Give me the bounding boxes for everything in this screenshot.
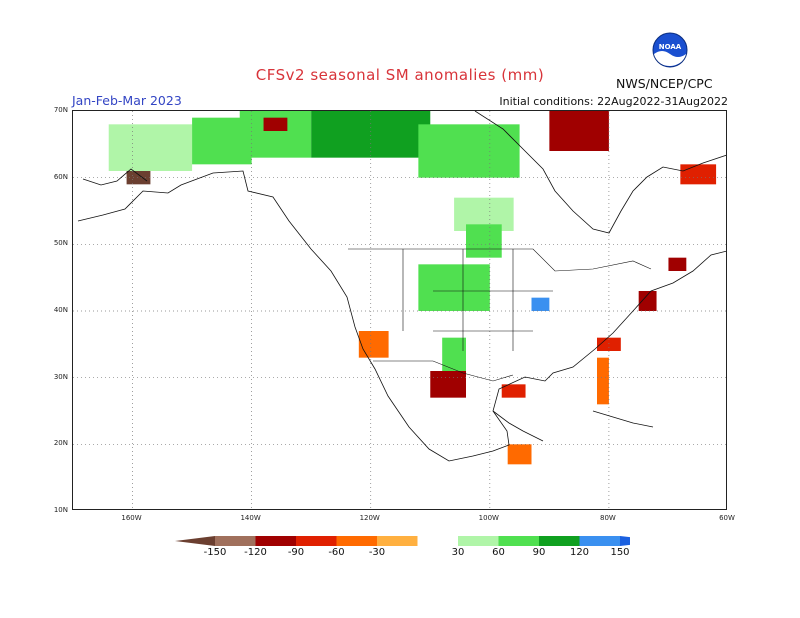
- anomaly-cell: [418, 124, 520, 178]
- latitude-label: 40N: [53, 306, 68, 314]
- map-title: CFSv2 seasonal SM anomalies (mm): [255, 66, 545, 84]
- colorbar-swatch: [377, 536, 418, 546]
- colorbar-swatch: [417, 536, 458, 546]
- coastlines: [77, 111, 726, 462]
- colorbar: [175, 536, 630, 546]
- colorbar-swatch: [296, 536, 337, 546]
- noaa-logo: NOAA: [652, 32, 688, 68]
- anomaly-cell: [668, 257, 687, 271]
- colorbar-swatch: [255, 536, 296, 546]
- longitude-label: 160W: [121, 514, 142, 522]
- anomaly-cell: [638, 291, 657, 311]
- anomaly-cell: [358, 331, 389, 358]
- colorbar-label: 150: [610, 547, 630, 558]
- colorbar-swatch: [458, 536, 499, 546]
- longitude-label: 60W: [719, 514, 735, 522]
- anomaly-cell: [597, 337, 621, 351]
- colorbar-label: 120: [569, 547, 590, 558]
- anomaly-cells: [108, 111, 717, 465]
- season-label: Jan-Feb-Mar 2023: [72, 93, 182, 108]
- colorbar-label: -60: [328, 547, 345, 558]
- anomaly-cell: [263, 117, 288, 131]
- anomaly-cell: [418, 264, 490, 311]
- colorbar-label: 90: [532, 547, 546, 558]
- latitude-label: 20N: [53, 439, 68, 448]
- logo-text: NOAA: [659, 43, 682, 51]
- colorbar-label: 60: [492, 547, 505, 558]
- anomaly-cell: [597, 357, 609, 405]
- latitude-label: 30N: [53, 372, 68, 381]
- longitude-label: 100W: [478, 514, 499, 522]
- longitude-label: 140W: [240, 514, 261, 522]
- colorbar-label: 30: [451, 547, 465, 558]
- longitude-label: 120W: [359, 514, 380, 522]
- colorbar-swatch: [215, 536, 256, 546]
- anomaly-cell: [680, 164, 717, 185]
- colorbar-high-arrow: [620, 536, 630, 546]
- longitude-label: 80W: [599, 514, 616, 522]
- anomaly-cell: [311, 111, 431, 158]
- latitude-label: 50N: [53, 239, 68, 248]
- anomaly-cell: [531, 297, 550, 311]
- colorbar-swatch: [498, 536, 539, 546]
- colorbar-swatch: [539, 536, 580, 546]
- anomaly-cell: [430, 371, 466, 398]
- anomaly-cell: [126, 171, 151, 185]
- anomaly-cell: [507, 444, 532, 465]
- anomaly-cell: [549, 111, 609, 151]
- latitude-label: 10N: [53, 506, 68, 514]
- colorbar-label: -30: [368, 547, 386, 558]
- anomaly-cell: [501, 384, 526, 398]
- anomaly-cell: [108, 124, 193, 171]
- colorbar-label: -120: [244, 547, 267, 558]
- colorbar-low-arrow: [175, 536, 215, 546]
- colorbar-swatch: [579, 536, 620, 546]
- initial-conditions-label: Initial conditions: 22Aug2022-31Aug2022: [499, 95, 728, 108]
- graticule: [73, 111, 726, 509]
- agency-label: NWS/NCEP/CPC: [616, 76, 713, 91]
- latitude-label: 70N: [53, 106, 68, 114]
- colorbar-label: -150: [203, 547, 227, 558]
- colorbar-label: -90: [287, 547, 305, 558]
- anomaly-map: [73, 111, 726, 509]
- anomaly-cell: [466, 224, 502, 258]
- latitude-label: 60N: [53, 172, 68, 181]
- map-panel: [72, 110, 727, 510]
- state-borders: [348, 248, 652, 382]
- colorbar-swatch: [336, 536, 377, 546]
